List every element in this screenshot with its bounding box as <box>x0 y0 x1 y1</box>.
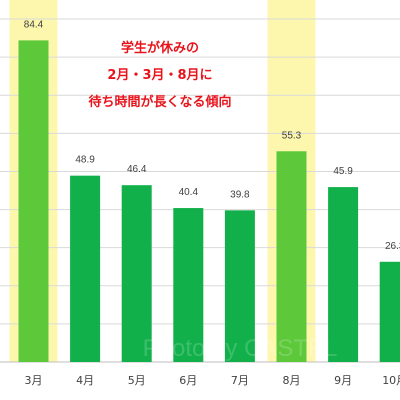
x-tick-label: 5月 <box>128 374 146 387</box>
x-tick-label: 10月 <box>382 374 400 387</box>
value-label: 55.3 <box>282 130 302 141</box>
bar <box>276 151 307 362</box>
value-label: 40.4 <box>179 187 199 198</box>
x-tick-label: 7月 <box>231 374 249 387</box>
x-tick-label: 8月 <box>283 374 301 387</box>
bar <box>18 40 49 363</box>
bar <box>328 187 359 362</box>
bar <box>379 261 400 362</box>
bar <box>70 175 101 362</box>
x-tick-label: 4月 <box>76 374 94 387</box>
value-label: 46.4 <box>127 164 147 175</box>
bar <box>121 185 152 362</box>
value-label: 26.3 <box>385 241 400 252</box>
value-label: 39.8 <box>230 189 250 200</box>
value-label: 84.4 <box>24 19 44 30</box>
x-tick-label: 6月 <box>179 374 197 387</box>
x-axis-tick-labels: 3月 4月 5月 6月 7月 8月 9月 10月 <box>25 374 400 387</box>
annotation-line-2: 2月・3月・8月に <box>107 68 212 83</box>
value-label: 45.9 <box>333 166 353 177</box>
bar <box>224 210 255 362</box>
value-labels: 84.4 48.9 46.4 40.4 39.8 55.3 45.9 26.3 <box>24 19 400 251</box>
bar <box>173 208 204 362</box>
bars <box>18 40 400 363</box>
value-label: 48.9 <box>75 155 95 166</box>
x-tick-label: 3月 <box>25 374 43 387</box>
x-tick-label: 9月 <box>334 374 352 387</box>
annotation-line-3: 待ち時間が長くなる傾向 <box>87 94 231 110</box>
watermark: Photo by CASTEL <box>143 335 338 362</box>
annotation-line-1: 学生が休みの <box>121 40 199 56</box>
